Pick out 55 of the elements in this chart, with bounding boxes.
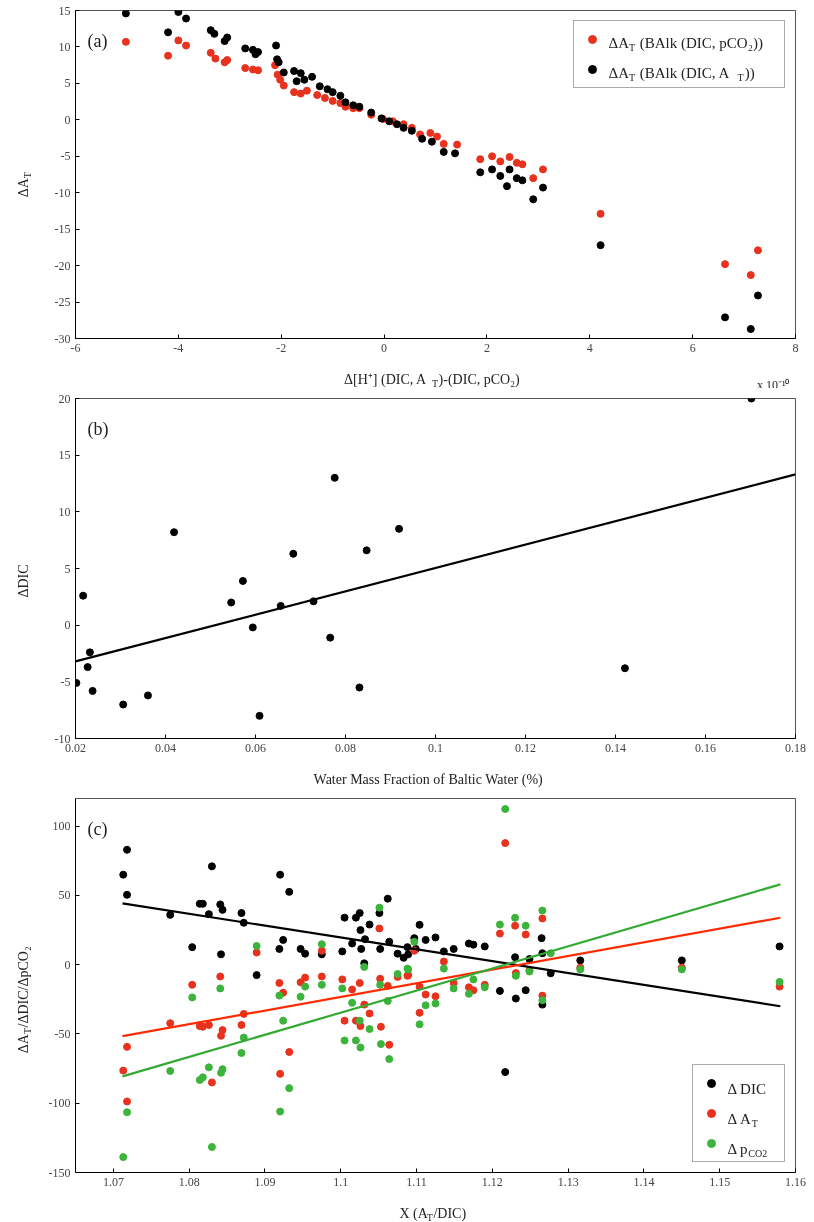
x-tick-label: 6	[689, 340, 696, 355]
y-tick-label: 0	[64, 618, 71, 633]
y-tick-label: -50	[54, 1026, 71, 1041]
x-tick-label: 0.14	[605, 740, 626, 755]
x-axis-title: Water Mass Fraction of Baltic Water (%)	[313, 772, 544, 788]
y-tick-label: 20	[58, 391, 71, 406]
x-tick-label: 2	[483, 340, 490, 355]
x-tick-label: -6	[70, 340, 81, 355]
y-tick-label: 15	[58, 3, 71, 18]
y-tick-label: 10	[58, 39, 71, 54]
x-tick-label: 1.12	[481, 1174, 503, 1189]
x-tick-label: 1.14	[633, 1174, 655, 1189]
annotation: (a)	[87, 30, 108, 52]
y-tick-label: 50	[58, 888, 71, 903]
annotation: (b)	[87, 418, 109, 440]
x-tick-label: 1.1	[333, 1174, 349, 1189]
y-tick-label: -100	[48, 1096, 71, 1111]
y-tick-label: 10	[58, 504, 71, 519]
y-tick-label: -5	[60, 674, 71, 689]
x-tick-label: 0.06	[245, 740, 266, 755]
x-tick-label: 1.07	[102, 1174, 124, 1189]
x-tick-label: 4	[586, 340, 593, 355]
x-tick-label: 1.13	[557, 1174, 579, 1189]
x-tick-label: 0.1	[428, 740, 443, 755]
y-tick-label: -30	[54, 331, 71, 346]
y-tick-label: 5	[64, 561, 71, 576]
x-tick-label: 1.16	[785, 1174, 806, 1189]
x-tick-label: 1.09	[254, 1174, 276, 1189]
x-tick-label: 0	[381, 340, 388, 355]
y-tick-label: 0	[64, 112, 71, 127]
x-tick-label: 8	[792, 340, 799, 355]
x-tick-label: -2	[276, 340, 287, 355]
y-tick-label: -15	[54, 222, 71, 237]
x-tick-label: 1.08	[178, 1174, 200, 1189]
x-tick-label: 0.04	[155, 740, 176, 755]
annotation: (c)	[87, 818, 108, 840]
y-tick-label: 15	[58, 448, 71, 463]
x-tick-label: 1.11	[406, 1174, 427, 1189]
x-tick-label: 0.18	[785, 740, 806, 755]
y-tick-label: 100	[52, 819, 71, 834]
y-axis-title: ΔDIC	[16, 564, 31, 598]
y-tick-label: -150	[48, 1165, 71, 1180]
x-tick-label: 0.16	[695, 740, 716, 755]
legend-label: Δ DIC	[727, 1081, 766, 1098]
y-tick-label: 0	[64, 957, 71, 972]
x-tick-label: -4	[173, 340, 184, 355]
x-tick-label: 1.15	[709, 1174, 731, 1189]
y-tick-label: -5	[60, 149, 71, 164]
x-tick-label: 0.08	[335, 740, 356, 755]
y-tick-label: 5	[64, 76, 71, 91]
y-tick-label: -10	[54, 185, 71, 200]
y-tick-label: -25	[54, 295, 71, 310]
x-tick-label: 0.12	[515, 740, 536, 755]
text: x 10⁻¹⁰	[756, 377, 790, 392]
y-tick-label: -20	[54, 258, 71, 273]
